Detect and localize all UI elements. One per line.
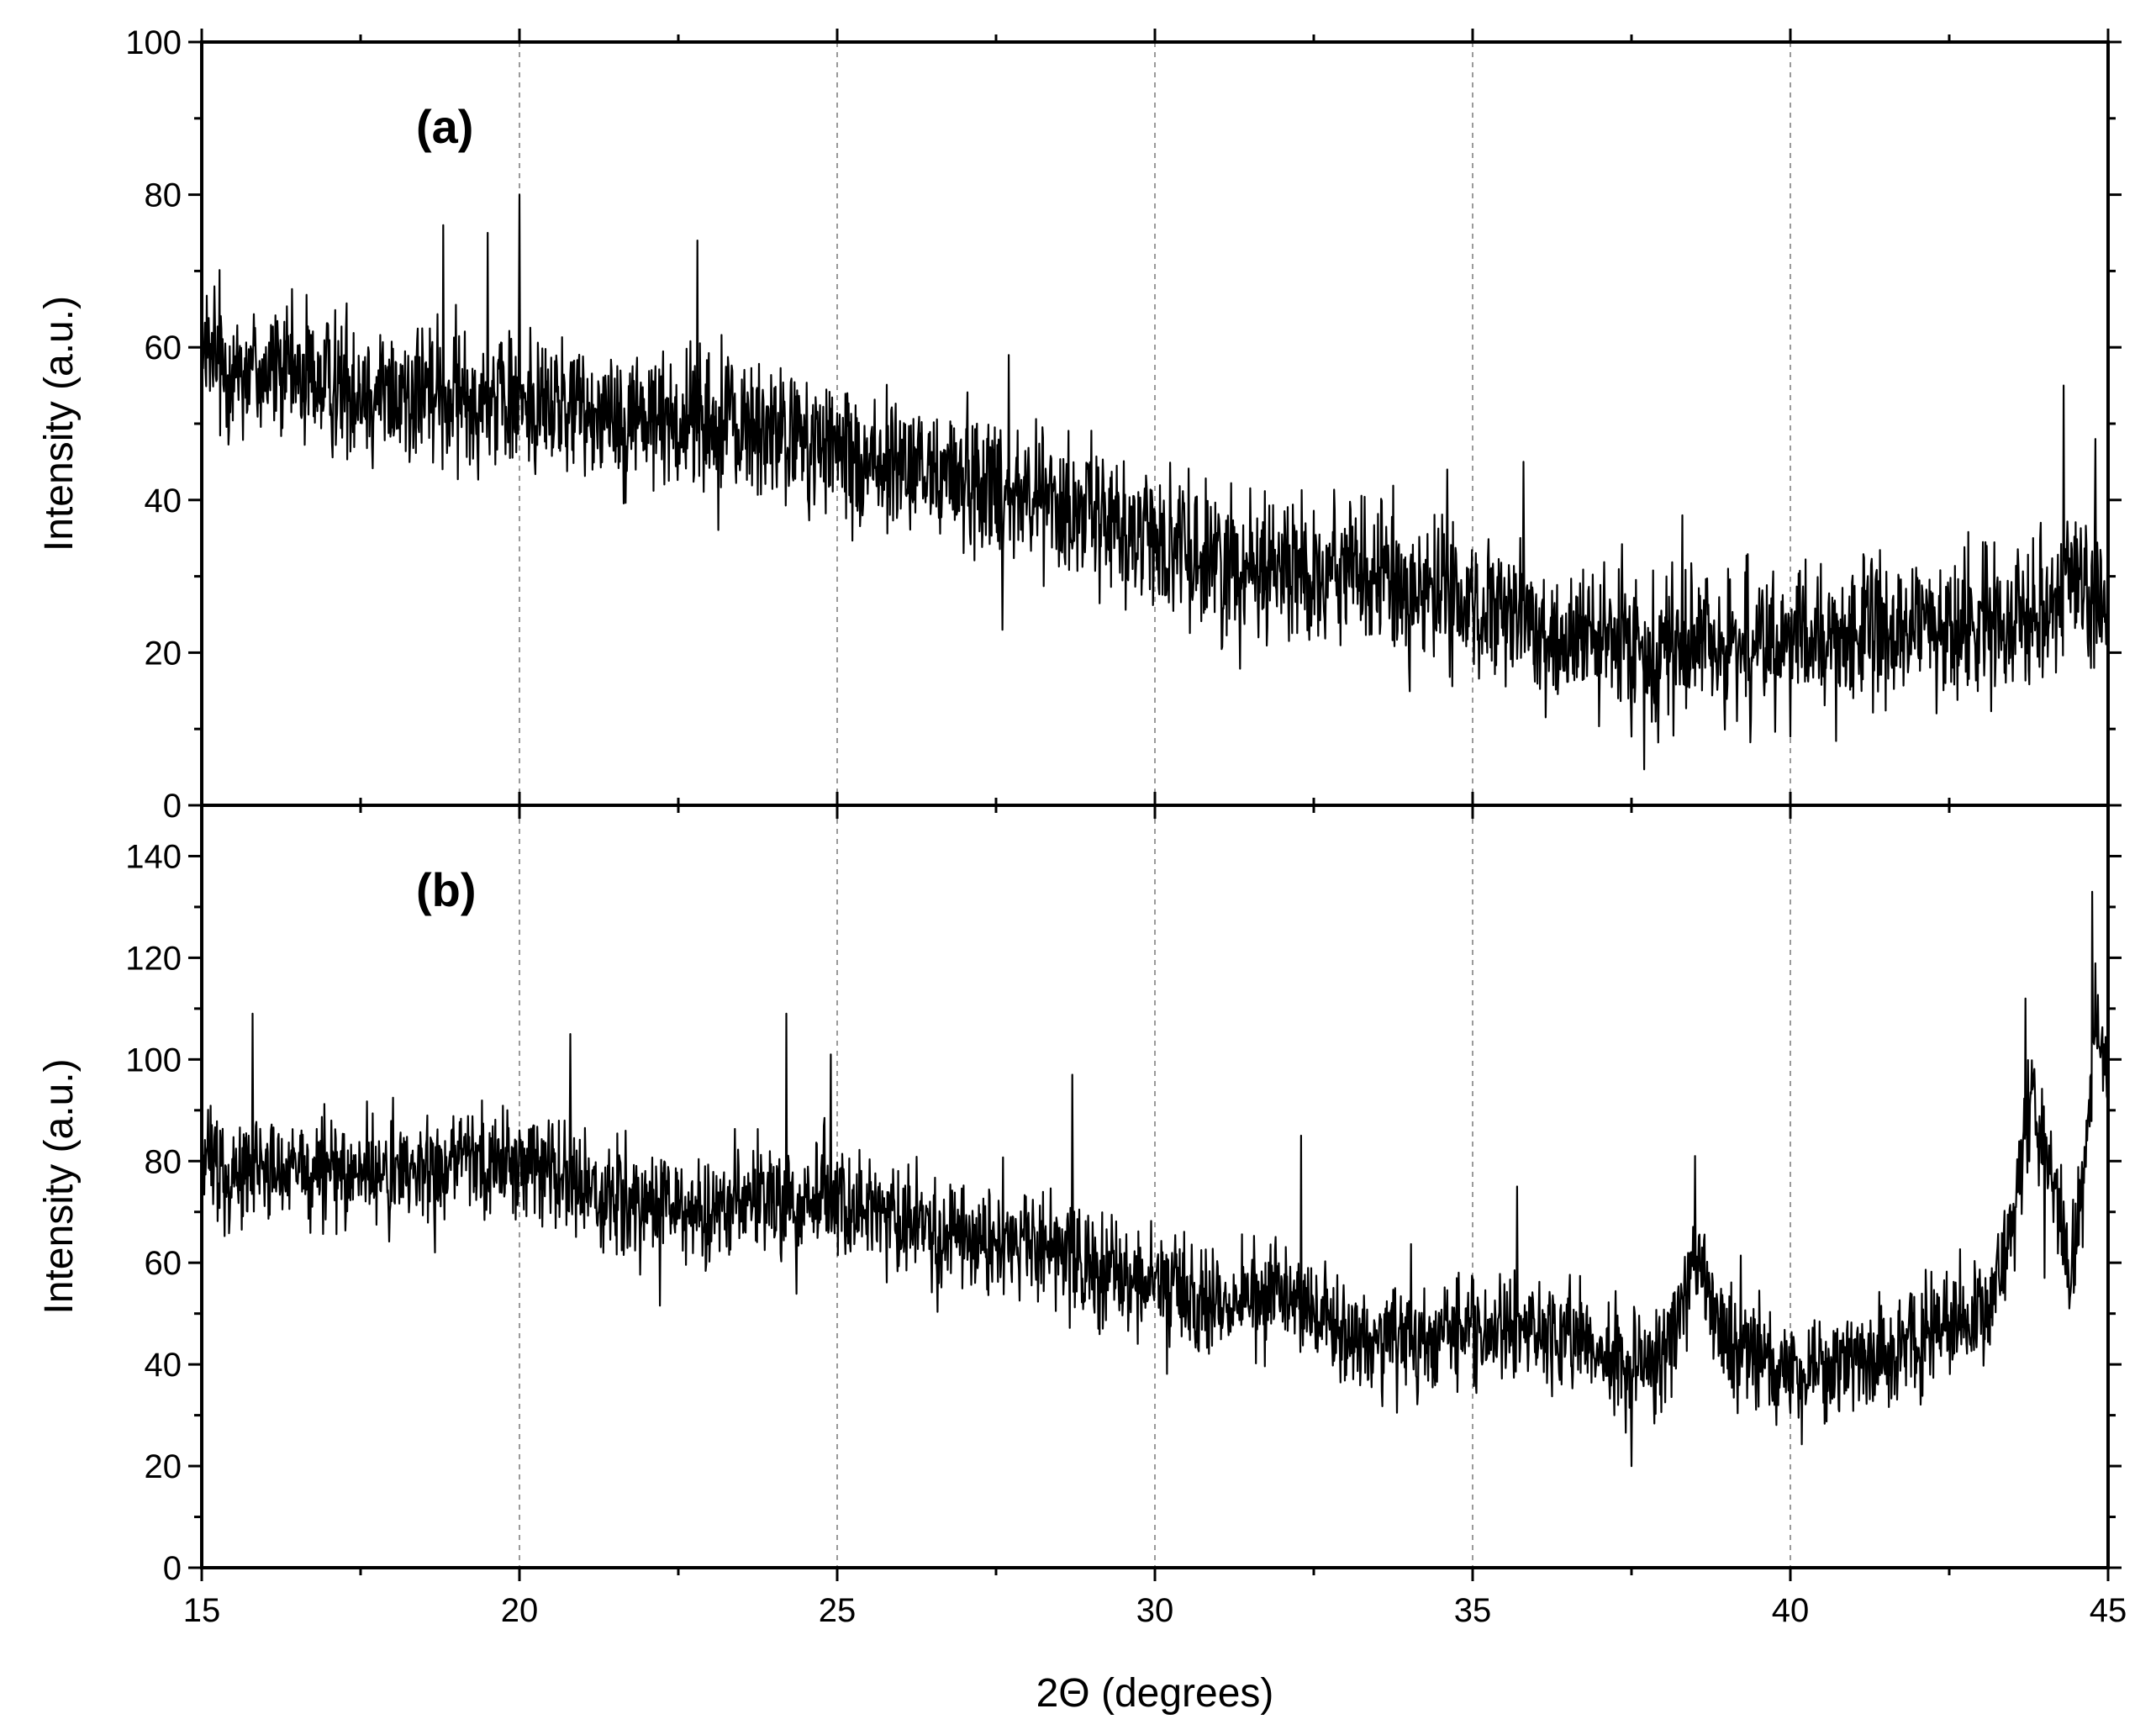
panel-b-y-axis-title: Intensity (a.u.) — [37, 1058, 82, 1314]
series-b-trace — [200, 890, 2110, 1468]
y-tick-label-a-40: 40 — [145, 483, 182, 519]
y-tick-label-b-100: 100 — [125, 1042, 182, 1078]
panel-a-label: (a) — [416, 100, 473, 153]
y-tick-label-b-40: 40 — [145, 1347, 182, 1384]
x-tick-label-15: 15 — [183, 1592, 221, 1629]
y-tick-label-a-20: 20 — [145, 635, 182, 672]
series-line-a — [200, 193, 2110, 771]
panel-a-y-ticks: 0 20 40 60 80 100 — [125, 24, 2122, 825]
y-tick-label-b-20: 20 — [145, 1448, 182, 1485]
x-tick-label-45: 45 — [2090, 1592, 2127, 1629]
y-tick-label-a-0: 0 — [163, 788, 182, 825]
panel-a-y-axis-title: Intensity (a.u.) — [37, 296, 82, 551]
x-tick-label-20: 20 — [501, 1592, 539, 1629]
y-tick-label-a-100: 100 — [125, 24, 182, 61]
x-tick-label-35: 35 — [1454, 1592, 1492, 1629]
panel-b-label: (b) — [416, 863, 477, 916]
y-tick-label-b-120: 120 — [125, 940, 182, 977]
y-tick-label-b-60: 60 — [145, 1245, 182, 1282]
y-tick-label-a-60: 60 — [145, 330, 182, 367]
x-axis-title: 2Θ (degrees) — [1036, 1671, 1274, 1716]
y-tick-label-a-80: 80 — [145, 177, 182, 214]
y-tick-label-b-0: 0 — [163, 1550, 182, 1587]
x-tick-label-25: 25 — [819, 1592, 857, 1629]
series-a-trace — [200, 193, 2110, 771]
x-tick-labels: 15 20 25 30 35 40 45 — [183, 1592, 2127, 1629]
panel-a: 0 20 40 60 80 100 (a) Intensity (a.u.) — [37, 24, 2122, 825]
x-tick-label-30: 30 — [1136, 1592, 1174, 1629]
y-tick-label-b-80: 80 — [145, 1143, 182, 1180]
panel-b-x-ticks — [200, 792, 2110, 1581]
x-tick-label-40: 40 — [1772, 1592, 1810, 1629]
y-tick-label-b-140: 140 — [125, 838, 182, 875]
series-line-b — [200, 890, 2110, 1468]
panel-b: 0 20 40 60 80 100 120 140 (b) Intensity (a.u.) — [37, 792, 2122, 1587]
panel-b-y-ticks: 0 20 40 60 80 100 120 140 — [125, 838, 2122, 1587]
